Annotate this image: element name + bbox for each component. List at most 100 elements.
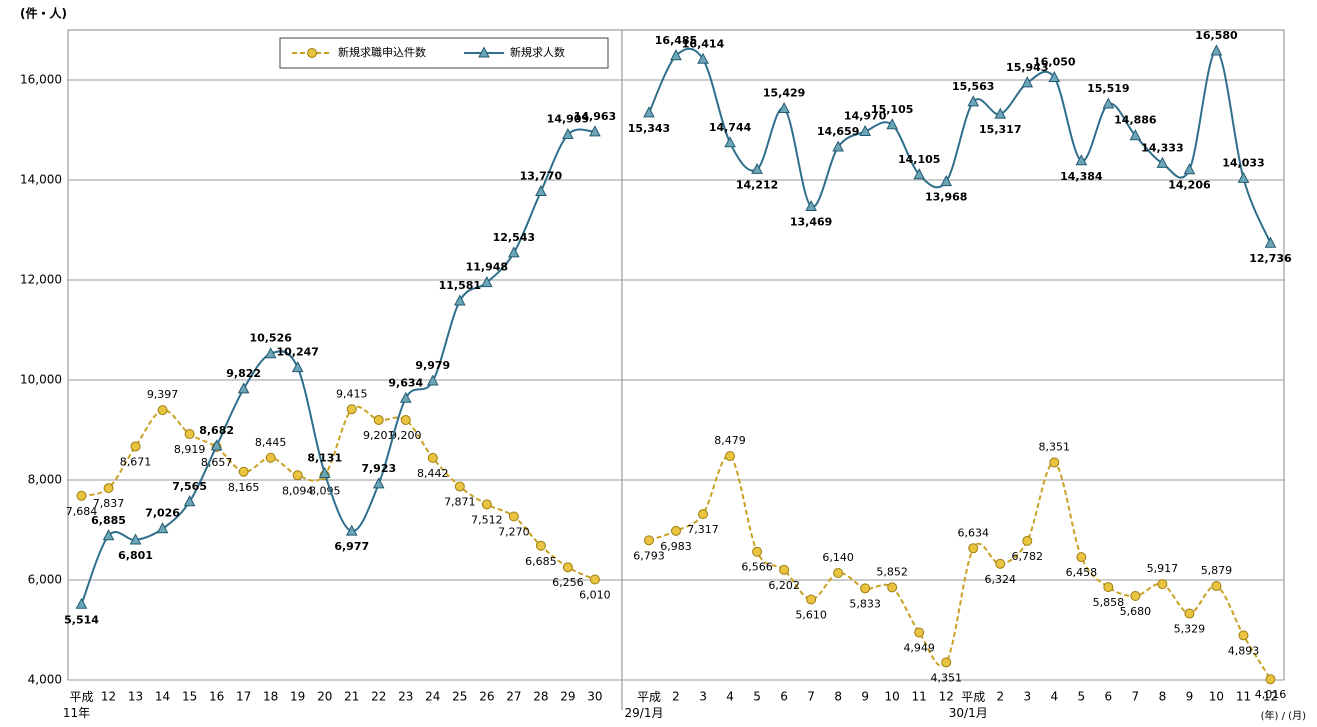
x-tick-label: 19: [290, 690, 305, 704]
data-label: 5,852: [876, 565, 908, 578]
y-tick-label: 12,000: [20, 273, 62, 287]
data-label: 6,256: [552, 576, 584, 589]
data-label: 15,105: [871, 103, 913, 116]
data-label: 16,414: [682, 37, 725, 50]
y-tick-label: 6,000: [28, 573, 62, 587]
point: [129, 533, 142, 545]
legend-label: 新規求職申込件数: [338, 45, 426, 59]
point: [373, 414, 384, 425]
data-label: 7,871: [444, 495, 476, 508]
data-label: 15,563: [952, 80, 994, 93]
data-label: 6,685: [525, 555, 557, 568]
x-tick-label: 平成 30/1月: [949, 690, 988, 720]
point: [914, 627, 925, 638]
data-label: 4,893: [1228, 644, 1260, 657]
point: [291, 361, 304, 373]
point: [1102, 97, 1115, 109]
x-tick-label: 16: [209, 690, 224, 704]
x-tick-label: 24: [425, 690, 440, 704]
point: [184, 429, 195, 440]
point: [779, 564, 790, 575]
data-label: 14,886: [1114, 114, 1157, 127]
x-tick-label: 12: [101, 690, 116, 704]
x-tick-label: 12: [1263, 690, 1278, 704]
data-label: 7,565: [172, 480, 207, 493]
data-label: 7,317: [687, 523, 719, 536]
point: [508, 511, 519, 522]
point: [671, 525, 681, 536]
point: [1048, 70, 1061, 82]
x-tick-label: 26: [479, 690, 494, 704]
x-tick-label: 9: [1186, 690, 1194, 704]
y-tick-label: 8,000: [28, 473, 62, 487]
point: [778, 101, 790, 114]
point: [1129, 129, 1142, 141]
data-label: 15,943: [1006, 61, 1048, 74]
data-label: 15,519: [1087, 82, 1129, 95]
point: [102, 529, 115, 541]
data-label: 14,963: [574, 110, 616, 123]
data-label: 14,333: [1141, 141, 1183, 154]
x-tick-label: 7: [1132, 690, 1140, 704]
point: [292, 470, 303, 481]
x-tick-label: 8: [834, 690, 842, 704]
data-label: 6,634: [957, 526, 989, 539]
point: [156, 522, 169, 534]
point: [1156, 156, 1169, 168]
point: [643, 535, 654, 546]
x-tick-label: 23: [398, 690, 413, 704]
point: [481, 499, 492, 510]
x-tick-label: 12: [939, 690, 954, 704]
data-label: 11,581: [439, 279, 481, 292]
y-unit: (件・人): [20, 6, 67, 21]
point: [157, 405, 168, 416]
point: [75, 597, 88, 609]
point: [1021, 76, 1034, 88]
point: [1238, 630, 1249, 641]
data-label: 14,659: [817, 125, 859, 138]
point: [1183, 163, 1196, 175]
data-label: 8,919: [174, 443, 206, 456]
point: [806, 594, 817, 605]
point: [103, 483, 114, 494]
data-label: 12,543: [493, 231, 535, 244]
data-label: 9,979: [415, 359, 450, 372]
point: [1103, 582, 1114, 593]
point: [426, 374, 439, 386]
x-tick-label: 6: [780, 690, 788, 704]
data-label: 6,010: [579, 589, 611, 602]
legend-marker: [307, 48, 317, 58]
x-tick-label: 21: [344, 690, 359, 704]
point: [454, 481, 465, 492]
point: [562, 127, 574, 140]
data-label: 16,580: [1195, 29, 1238, 42]
x-tick-label: 29: [560, 690, 575, 704]
data-label: 5,879: [1201, 564, 1233, 577]
point: [1076, 552, 1087, 563]
point: [994, 107, 1007, 119]
point: [346, 404, 357, 415]
point: [453, 294, 466, 306]
data-label: 14,744: [709, 121, 752, 134]
point: [643, 106, 655, 118]
point: [535, 540, 546, 551]
x-tick-label: 8: [1159, 690, 1167, 704]
point: [941, 657, 952, 668]
point: [265, 452, 276, 463]
point: [860, 583, 871, 594]
point: [698, 509, 709, 520]
point: [832, 140, 844, 152]
data-label: 14,384: [1060, 170, 1103, 183]
data-label: 12,736: [1249, 252, 1292, 265]
point: [752, 546, 763, 557]
point: [859, 124, 871, 136]
point: [968, 543, 979, 554]
data-label: 8,131: [307, 451, 342, 464]
data-label: 8,095: [309, 484, 341, 497]
data-label: 14,105: [898, 153, 940, 166]
point: [535, 184, 547, 196]
x-tick-label: 10: [1209, 690, 1224, 704]
point: [130, 441, 141, 452]
data-label: 9,415: [336, 387, 368, 400]
data-label: 10,247: [276, 346, 318, 359]
